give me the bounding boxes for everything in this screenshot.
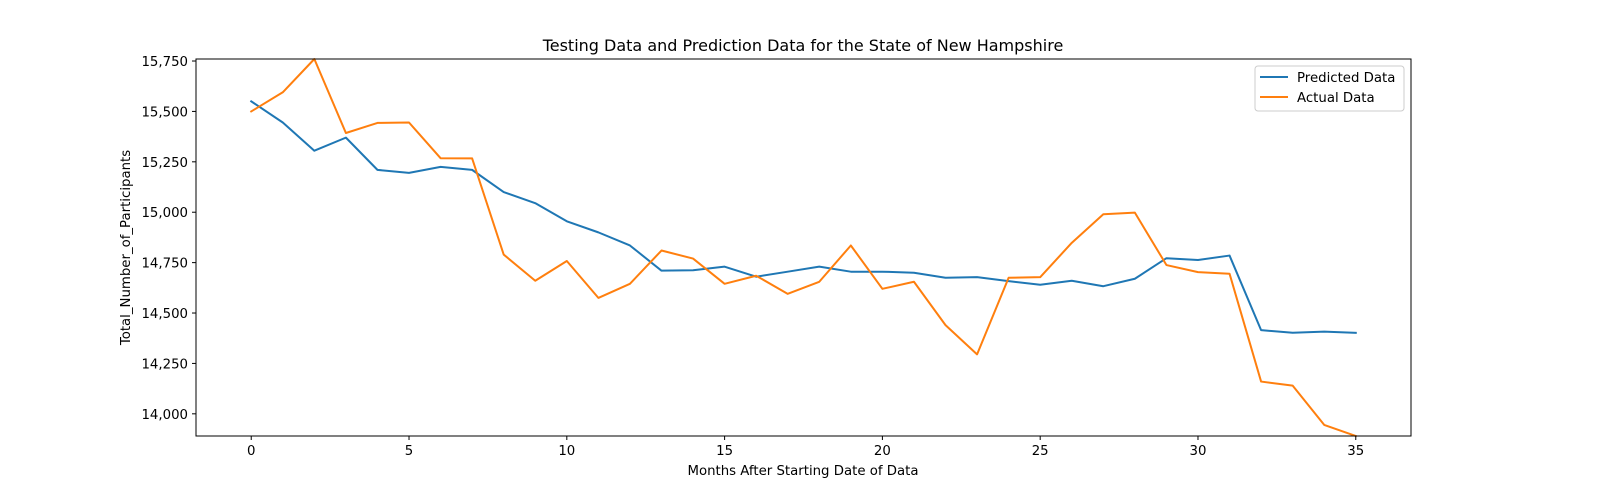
plot-area-frame xyxy=(195,58,1412,437)
x-tick-label: 15 xyxy=(716,444,733,459)
series-line-predicted-data xyxy=(249,99,1357,334)
y-tick-label: 15,500 xyxy=(141,105,188,120)
x-tick-label: 25 xyxy=(1032,444,1049,459)
legend: Predicted Data Actual Data xyxy=(1254,65,1405,112)
y-tick-label: 15,250 xyxy=(141,156,188,171)
y-axis-label: Total_Number_of_Participants xyxy=(119,150,134,346)
x-tick-label: 10 xyxy=(558,444,575,459)
x-axis: 0 5 10 15 20 25 30 35 xyxy=(247,436,1364,459)
series-line-actual-data xyxy=(249,58,1358,438)
y-tick-label: 14,500 xyxy=(141,307,188,322)
legend-box xyxy=(1254,65,1405,112)
x-tick-label: 35 xyxy=(1347,444,1364,459)
x-tick-label: 0 xyxy=(247,444,255,459)
y-tick-label: 14,250 xyxy=(141,357,188,372)
x-tick-label: 5 xyxy=(405,444,413,459)
x-axis-label: Months After Starting Date of Data xyxy=(687,464,918,479)
legend-label-predicted: Predicted Data xyxy=(1297,71,1395,86)
chart-title: Testing Data and Prediction Data for the… xyxy=(542,36,1064,55)
y-tick-label: 14,750 xyxy=(141,257,188,272)
y-tick-label: 15,000 xyxy=(141,206,188,221)
x-tick-label: 20 xyxy=(874,444,891,459)
legend-label-actual: Actual Data xyxy=(1297,91,1375,106)
y-tick-label: 14,000 xyxy=(141,408,188,423)
plot-lines xyxy=(249,58,1358,438)
x-tick-label: 30 xyxy=(1190,444,1207,459)
y-tick-label: 15,750 xyxy=(141,55,188,70)
y-axis: 14,000 14,250 14,500 14,750 15,000 15,250 15,5… xyxy=(141,55,196,423)
